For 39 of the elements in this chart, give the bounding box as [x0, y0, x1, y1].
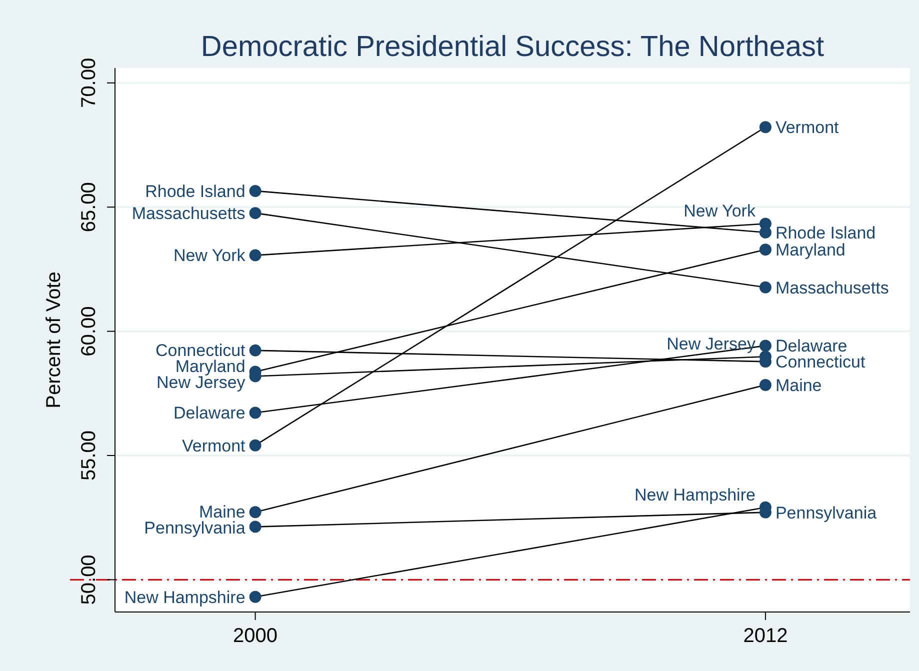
x-tick-label: 2000 — [233, 625, 278, 647]
series-label: New Jersey — [666, 334, 756, 354]
series-label: Maryland — [775, 240, 846, 260]
y-tick-label: 70.00 — [78, 58, 100, 108]
series-label: Massachusetts — [132, 204, 246, 224]
text: New Hampshire — [634, 485, 756, 504]
text: Vermont — [775, 118, 839, 138]
y-tick-label: 65.00 — [78, 182, 100, 232]
text: Massachusetts — [775, 278, 889, 298]
point — [759, 281, 772, 294]
y-tick-label: 50.00 — [78, 554, 100, 605]
point — [249, 590, 262, 603]
series-label: Pennsylvania — [775, 503, 878, 522]
point — [249, 506, 262, 518]
series-label: New York — [684, 202, 756, 221]
text: New York — [173, 246, 246, 266]
point — [249, 520, 262, 533]
y-tick-label: 60.00 — [78, 306, 100, 356]
series-label: Vermont — [182, 436, 246, 456]
point — [249, 344, 262, 356]
chart-title: Democratic Presidential Success: The Northeast — [200, 31, 824, 63]
series-label: New Hampshire — [124, 588, 246, 607]
point — [249, 207, 262, 220]
point — [759, 244, 772, 256]
point — [249, 249, 262, 262]
y-axis-title: Percent of Vote — [43, 272, 65, 408]
point — [249, 406, 262, 419]
text: Rhode Island — [775, 223, 876, 242]
series-label: Rhode Island — [145, 182, 246, 201]
point — [759, 121, 772, 134]
point — [249, 184, 262, 197]
point — [759, 378, 772, 391]
x-tick-label: 2012 — [743, 625, 788, 647]
text: Delaware — [173, 404, 246, 423]
point — [759, 218, 772, 230]
text: Maine — [775, 376, 822, 395]
y-tick-label: 55.00 — [78, 430, 100, 481]
point — [249, 439, 262, 452]
point — [759, 340, 772, 352]
